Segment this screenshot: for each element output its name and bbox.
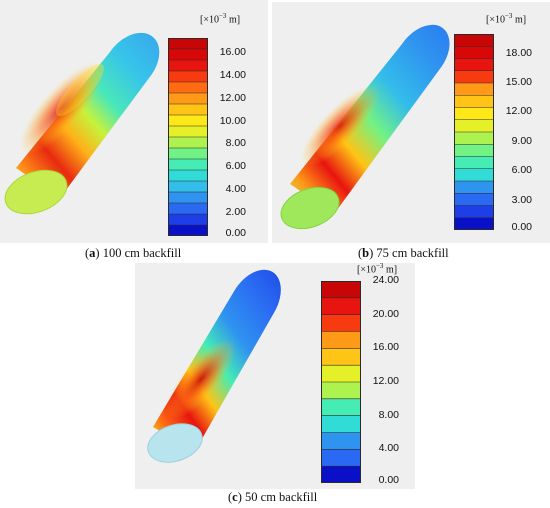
color-legend-a xyxy=(168,38,208,236)
legend-tick-label: 18.00 xyxy=(505,46,532,59)
legend-band xyxy=(168,60,208,72)
legend-band xyxy=(321,331,361,349)
panel-a: [×10−3 m] 16.00 14.00 12.00 10.00 8.00 6.00 4.… xyxy=(0,0,268,243)
color-legend-b xyxy=(454,34,494,230)
legend-tick-label: 6.00 xyxy=(225,160,246,173)
legend-tick-label: 16.00 xyxy=(219,45,246,58)
legend-band xyxy=(454,95,494,108)
legend-band xyxy=(168,115,208,127)
legend-band xyxy=(454,144,494,157)
legend-tick-label: 2.00 xyxy=(225,206,246,219)
legend-band xyxy=(321,449,361,467)
legend-tick-label: 4.00 xyxy=(225,183,246,196)
legend-band xyxy=(454,107,494,121)
legend-tick-label: 0.00 xyxy=(378,474,399,486)
legend-band xyxy=(321,314,361,332)
legend-band xyxy=(321,348,361,366)
legend-band xyxy=(168,93,208,105)
legend-tick-label: 12.00 xyxy=(372,375,399,387)
legend-band xyxy=(321,466,361,483)
legend-band xyxy=(168,82,208,94)
legend-band xyxy=(321,398,361,417)
legend-band xyxy=(168,170,208,182)
cylinder-b xyxy=(280,24,450,230)
caption-c: (c) 50 cm backfill xyxy=(228,490,318,504)
cylinder-a xyxy=(4,32,160,215)
legend-band xyxy=(454,156,494,170)
color-legend-c xyxy=(321,281,361,483)
legend-band xyxy=(168,181,208,193)
cylinder-c xyxy=(147,269,281,463)
legend-tick-label: 0.00 xyxy=(511,221,532,233)
legend-band xyxy=(454,132,494,145)
legend-band xyxy=(168,192,208,204)
panel-c: [×10−3 m] 24.00 20.00 16.00 12.00 8.00 4.00 0.… xyxy=(135,262,415,489)
legend-band xyxy=(321,297,361,316)
legend-band xyxy=(454,58,494,72)
legend-band xyxy=(168,126,208,138)
legend-tick-label: 8.00 xyxy=(225,137,246,150)
unit-label: [×10−3 m] xyxy=(200,12,241,26)
legend-tick-label: 12.00 xyxy=(219,91,246,104)
legend-tick-label: 15.00 xyxy=(505,76,532,88)
legend-tick-label: 16.00 xyxy=(372,341,399,354)
legend-band xyxy=(321,281,361,299)
panel-b: [×10−3 m] 18.00 15.00 12.00 9.00 6.00 3.00 0.0… xyxy=(272,2,550,243)
legend-tick-label: 4.00 xyxy=(378,442,399,455)
legend-band xyxy=(168,159,208,171)
legend-band xyxy=(454,34,494,47)
legend-band xyxy=(454,83,494,96)
legend-band xyxy=(321,432,361,450)
legend-tick-label: 20.00 xyxy=(372,307,399,320)
legend-band xyxy=(168,137,208,149)
legend-band xyxy=(454,119,494,133)
caption-a: (a) 100 cm backfill xyxy=(85,246,182,260)
caption-b: (b) 75 cm backfill xyxy=(358,246,449,260)
legend-tick-label: 6.00 xyxy=(511,164,532,177)
legend-band xyxy=(454,168,494,182)
legend-band xyxy=(168,71,208,83)
legend-band xyxy=(321,382,361,400)
legend-band xyxy=(454,193,494,206)
legend-band xyxy=(168,148,208,160)
legend-tick-label: 12.00 xyxy=(505,105,532,118)
legend-band xyxy=(454,181,494,194)
legend-tick-label: 10.00 xyxy=(219,114,246,127)
legend-tick-label: 3.00 xyxy=(511,193,532,206)
legend-band xyxy=(454,205,494,219)
legend-band xyxy=(454,46,494,59)
legend-band xyxy=(454,70,494,84)
legend-band xyxy=(168,104,208,116)
legend-tick-label: 24.00 xyxy=(372,274,399,286)
legend-band xyxy=(168,225,208,236)
legend-band xyxy=(321,365,361,383)
legend-tick-label: 0.00 xyxy=(225,227,246,239)
legend-band xyxy=(454,217,494,230)
legend-band xyxy=(168,203,208,215)
legend-tick-label: 9.00 xyxy=(511,134,532,147)
unit-label: [×10−3 m] xyxy=(486,12,527,26)
legend-band xyxy=(321,415,361,433)
unit-label: [×10−3 m] xyxy=(357,262,398,276)
legend-tick-label: 8.00 xyxy=(378,408,399,421)
legend-tick-label: 14.00 xyxy=(219,68,246,81)
legend-band xyxy=(168,49,208,61)
legend-band xyxy=(168,214,208,226)
legend-band xyxy=(168,38,208,50)
